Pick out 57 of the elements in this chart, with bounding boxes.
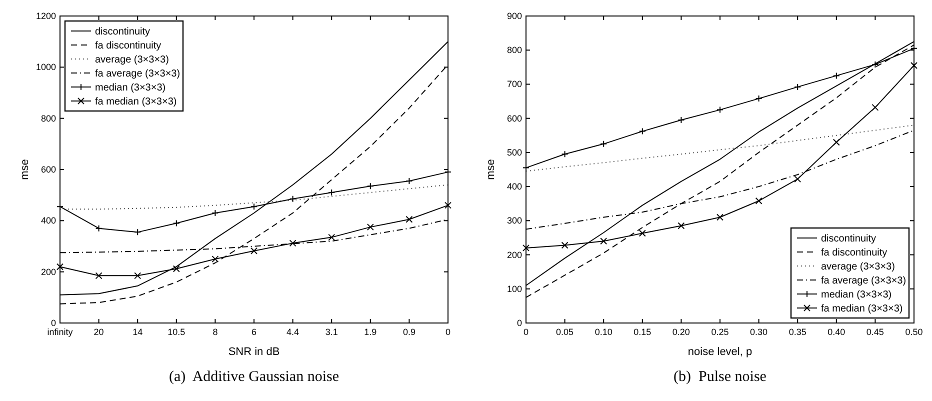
x-tick-label: 0.20 (672, 327, 690, 337)
y-tick-label: 1000 (36, 62, 56, 72)
x-tick-label: 4.4 (286, 327, 300, 337)
text: (a) Additive Gaussian noise (169, 369, 340, 385)
x-tick-label: 0.25 (711, 327, 729, 337)
x-tick-label: 0.05 (556, 327, 574, 337)
x-tick-label: 0.30 (750, 327, 768, 337)
x-axis-title: SNR in dB (228, 346, 280, 358)
y-tick-label: 800 (506, 45, 522, 56)
y-tick-label: 600 (506, 113, 522, 124)
y-tick-label: 400 (40, 216, 56, 226)
x-tick-label: 0.10 (594, 327, 612, 337)
x-tick-label: infinity (47, 327, 74, 337)
y-tick-label: 600 (40, 164, 56, 174)
x-tick-label: 10.5 (168, 327, 186, 337)
legend-label: discontinuity (95, 26, 150, 38)
x-tick-label: 0.45 (866, 327, 884, 337)
y-tick-label: 1200 (36, 11, 56, 21)
y-axis-title: mse (19, 159, 31, 180)
y-tick-label: 0 (516, 318, 522, 328)
legend-label: fa discontinuity (821, 248, 888, 258)
legend-label: median (3×3×3) (95, 82, 166, 94)
x-tick-label: 0.40 (828, 327, 846, 337)
x-tick-label: 14 (132, 327, 143, 337)
x-tick-label: 6 (251, 327, 257, 337)
y-tick-label: 100 (506, 284, 522, 294)
legend-label: fa average (3×3×3) (95, 68, 180, 80)
legend-label: fa discontinuity (95, 40, 162, 52)
legend-label: discontinuity (821, 234, 876, 244)
y-axis-title: mse (485, 159, 497, 180)
text: (b) Pulse noise (674, 369, 767, 385)
x-tick-label: 0.15 (634, 327, 652, 337)
legend-label: fa average (3×3×3) (821, 276, 906, 286)
y-tick-label: 400 (506, 182, 522, 192)
x-tick-label: 0 (445, 327, 451, 337)
legend-label: average (3×3×3) (95, 54, 169, 66)
legend-label: median (3×3×3) (821, 290, 892, 300)
legend-label: fa median (3×3×3) (95, 96, 177, 108)
y-tick-label: 200 (40, 266, 56, 277)
y-tick-label: 800 (40, 113, 56, 124)
legend-label: fa median (3×3×3) (821, 304, 903, 314)
x-tick-label: 0.9 (402, 327, 416, 337)
y-tick-label: 700 (506, 79, 522, 90)
y-tick-label: 0 (50, 318, 56, 328)
x-axis-title: noise level, p (688, 346, 752, 358)
y-tick-label: 200 (506, 250, 522, 260)
y-tick-label: 300 (506, 216, 522, 226)
x-tick-label: 0 (523, 327, 529, 337)
x-tick-label: 1.9 (364, 327, 377, 337)
y-tick-label: 500 (506, 147, 522, 158)
x-tick-label: 3.1 (325, 327, 338, 337)
legend-label: average (3×3×3) (821, 262, 895, 272)
x-tick-label: 0.35 (788, 327, 806, 337)
x-tick-label: 8 (212, 327, 218, 337)
x-tick-label: 0.50 (905, 327, 923, 337)
x-tick-label: 20 (94, 327, 104, 337)
y-tick-label: 900 (506, 11, 522, 21)
